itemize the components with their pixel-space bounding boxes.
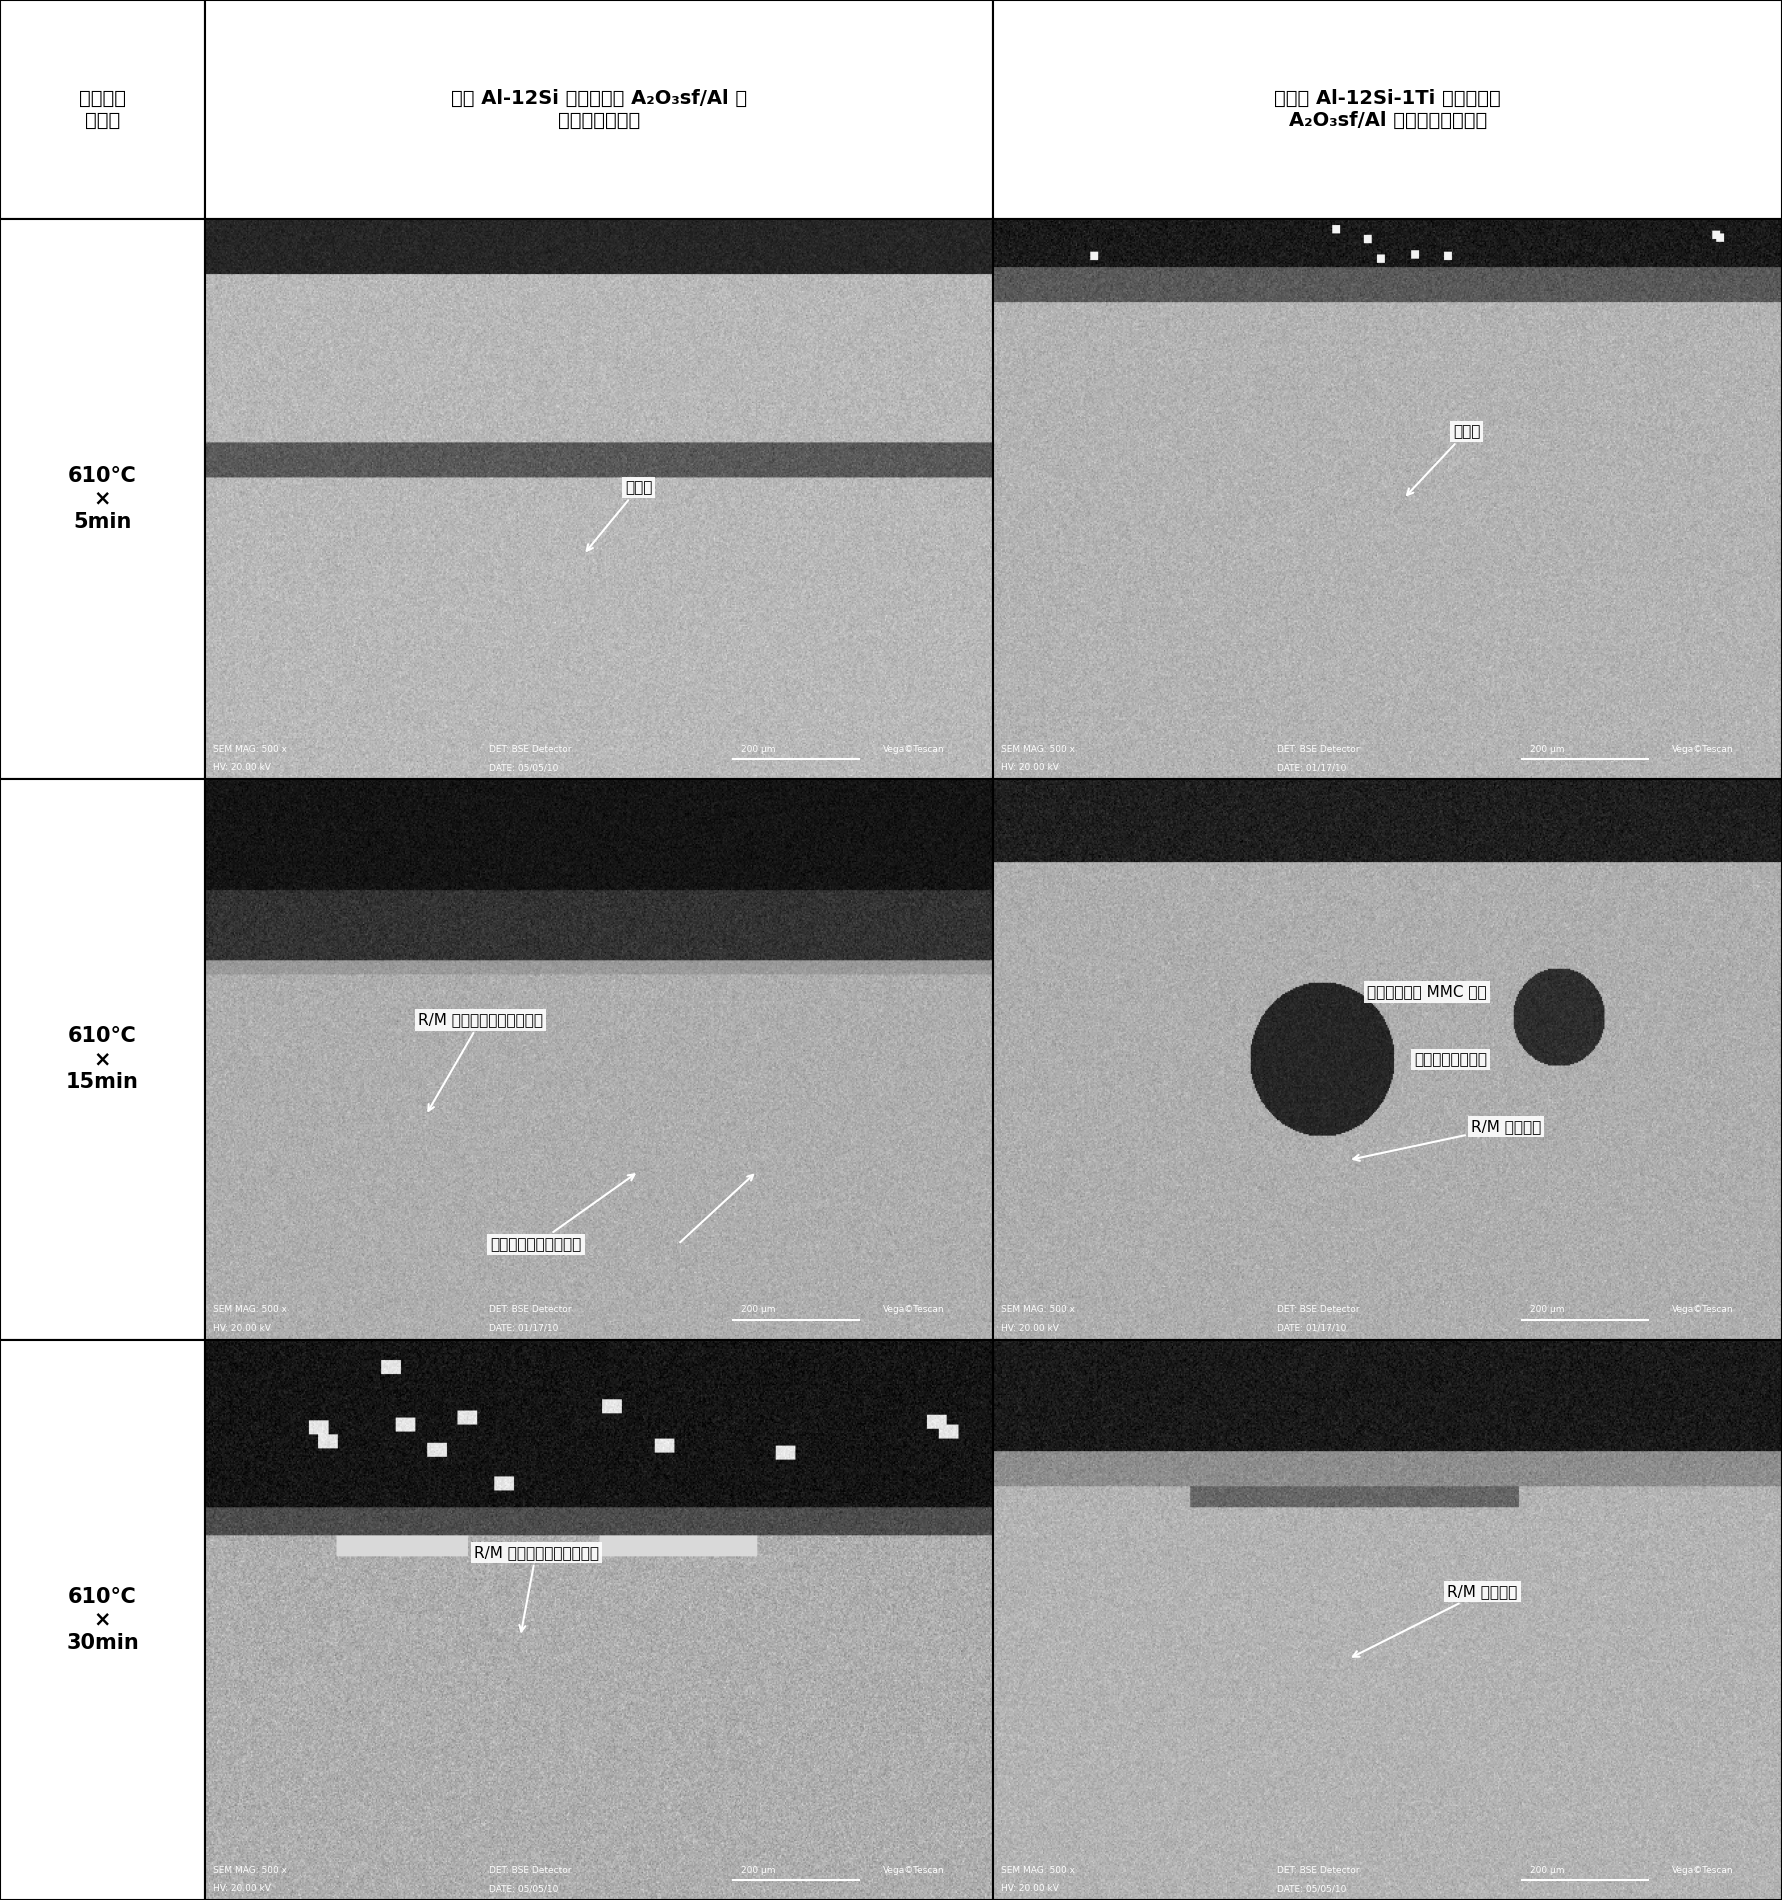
Text: HV: 20.00 kV: HV: 20.00 kV xyxy=(1001,1885,1059,1892)
Text: 200 µm: 200 µm xyxy=(1529,1305,1565,1315)
Text: DATE: 05/05/10: DATE: 05/05/10 xyxy=(1278,1885,1347,1892)
Text: 200 µm: 200 µm xyxy=(1529,1866,1565,1875)
Text: 保温温度
及时间: 保温温度 及时间 xyxy=(78,89,127,129)
Text: Vega©Tescan: Vega©Tescan xyxy=(884,1305,944,1315)
Text: DATE: 01/17/10: DATE: 01/17/10 xyxy=(1278,764,1347,771)
Text: 610℃
×
5min: 610℃ × 5min xyxy=(68,466,137,532)
Text: DATE: 01/17/10: DATE: 01/17/10 xyxy=(1278,1324,1347,1332)
Text: DATE: 05/05/10: DATE: 05/05/10 xyxy=(488,1885,558,1892)
Text: 传统 Al-12Si 钎料箔带对 A₂O₃sf/Al 复
合材料润湿效果: 传统 Al-12Si 钎料箔带对 A₂O₃sf/Al 复 合材料润湿效果 xyxy=(451,89,747,129)
Text: R/M 润湿不良：有空隙残留: R/M 润湿不良：有空隙残留 xyxy=(474,1545,599,1632)
Text: 200 µm: 200 µm xyxy=(741,1305,775,1315)
Text: DET: BSE Detector: DET: BSE Detector xyxy=(488,1866,572,1875)
Text: SEM MAG: 500 x: SEM MAG: 500 x xyxy=(1001,1305,1075,1315)
Text: 200 µm: 200 µm xyxy=(741,745,775,754)
Text: 未润湿: 未润湿 xyxy=(1408,424,1481,496)
Text: 残余钎料呈断续状: 残余钎料呈断续状 xyxy=(1415,1053,1488,1066)
Text: 610℃
×
30min: 610℃ × 30min xyxy=(66,1586,139,1653)
Text: 未润湿: 未润湿 xyxy=(586,481,652,551)
Text: DET: BSE Detector: DET: BSE Detector xyxy=(1278,1866,1360,1875)
Text: DET: BSE Detector: DET: BSE Detector xyxy=(488,1305,572,1315)
Text: 开发的 Al-12Si-1Ti 钎料箔带对
A₂O₃sf/Al 复合材料润湿效果: 开发的 Al-12Si-1Ti 钎料箔带对 A₂O₃sf/Al 复合材料润湿效果 xyxy=(1274,89,1500,129)
Text: SEM MAG: 500 x: SEM MAG: 500 x xyxy=(1001,745,1075,754)
Text: DATE: 05/05/10: DATE: 05/05/10 xyxy=(488,764,558,771)
Text: 200 µm: 200 µm xyxy=(741,1866,775,1875)
Text: HV: 20.00 kV: HV: 20.00 kV xyxy=(1001,764,1059,771)
Text: 钎料显著渗入 MMC 所致: 钎料显著渗入 MMC 所致 xyxy=(1367,984,1486,999)
Text: DET: BSE Detector: DET: BSE Detector xyxy=(488,745,572,754)
Text: DATE: 01/17/10: DATE: 01/17/10 xyxy=(488,1324,558,1332)
Text: 残留钎料带：呈连续状: 残留钎料带：呈连续状 xyxy=(490,1174,634,1252)
Text: Vega©Tescan: Vega©Tescan xyxy=(884,1866,944,1875)
Text: Vega©Tescan: Vega©Tescan xyxy=(1672,1866,1734,1875)
Text: 200 µm: 200 µm xyxy=(1529,745,1565,754)
Text: SEM MAG: 500 x: SEM MAG: 500 x xyxy=(212,1866,287,1875)
Text: Vega©Tescan: Vega©Tescan xyxy=(884,745,944,754)
Text: HV: 20.00 kV: HV: 20.00 kV xyxy=(212,1324,271,1332)
Text: SEM MAG: 500 x: SEM MAG: 500 x xyxy=(212,1305,287,1315)
Text: SEM MAG: 500 x: SEM MAG: 500 x xyxy=(212,745,287,754)
Text: HV: 20.00 kV: HV: 20.00 kV xyxy=(212,764,271,771)
Text: HV: 20.00 kV: HV: 20.00 kV xyxy=(1001,1324,1059,1332)
Text: R/M 润湿良好: R/M 润湿良好 xyxy=(1353,1585,1518,1657)
Text: Vega©Tescan: Vega©Tescan xyxy=(1672,1305,1734,1315)
Text: SEM MAG: 500 x: SEM MAG: 500 x xyxy=(1001,1866,1075,1875)
Text: R/M 界面有空隙，润湿不良: R/M 界面有空隙，润湿不良 xyxy=(419,1013,544,1112)
Text: Vega©Tescan: Vega©Tescan xyxy=(1672,745,1734,754)
Text: HV: 20.00 kV: HV: 20.00 kV xyxy=(212,1885,271,1892)
Text: DET: BSE Detector: DET: BSE Detector xyxy=(1278,745,1360,754)
Text: 610℃
×
15min: 610℃ × 15min xyxy=(66,1026,139,1092)
Text: DET: BSE Detector: DET: BSE Detector xyxy=(1278,1305,1360,1315)
Text: R/M 润湿良好: R/M 润湿良好 xyxy=(1353,1119,1541,1161)
